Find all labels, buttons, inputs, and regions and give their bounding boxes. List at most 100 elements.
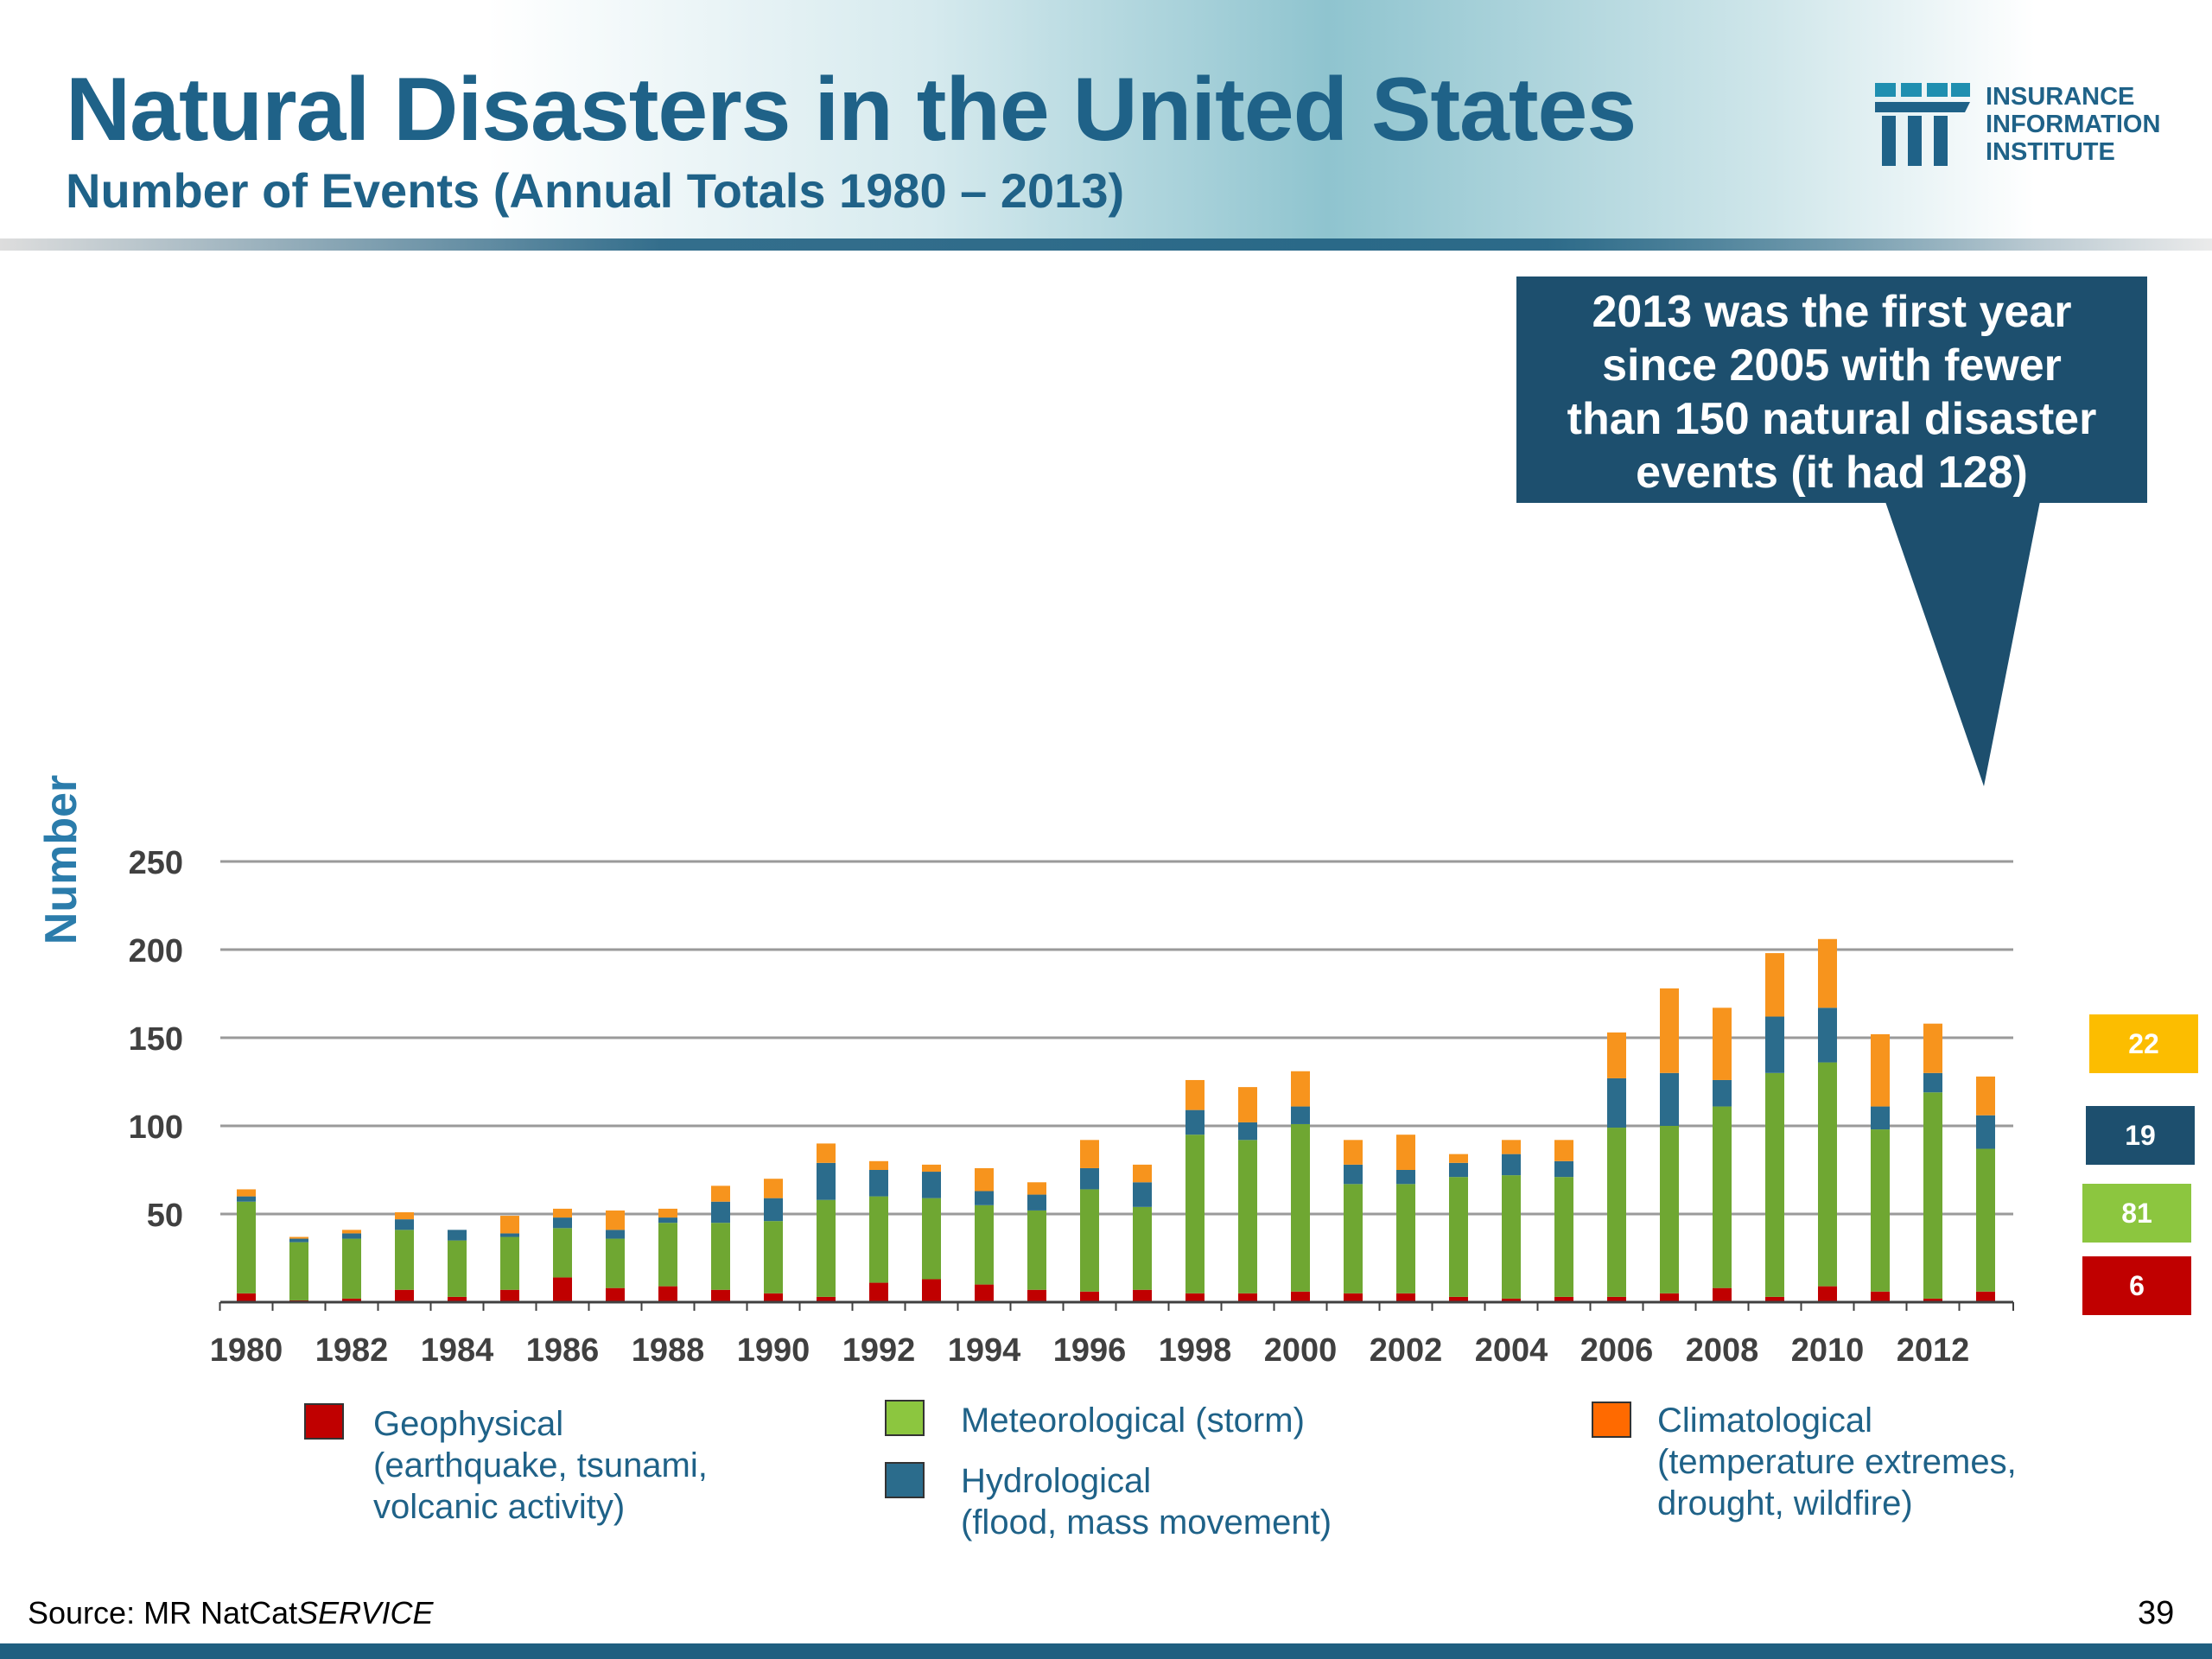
bar-segment	[1133, 1182, 1152, 1207]
bar-segment	[1449, 1296, 1468, 1302]
footer-bar	[0, 1643, 2212, 1659]
legend-label: Hydrological	[961, 1462, 1152, 1500]
x-tick-label: 2010	[1791, 1332, 1865, 1369]
bar-segment	[922, 1164, 941, 1173]
y-tick-label: 250	[129, 845, 183, 881]
bar-segment	[1607, 1032, 1626, 1078]
bar-segment	[1344, 1140, 1363, 1165]
bar-segment	[975, 1284, 994, 1302]
bar-segment	[975, 1205, 994, 1285]
bar-segment	[1923, 1092, 1942, 1299]
iii-logo-text: INSURANCE INFORMATION INSTITUTE	[1986, 83, 2160, 166]
bar-segment	[448, 1230, 467, 1241]
bar-segment	[500, 1289, 519, 1302]
bar-segment	[1027, 1182, 1046, 1195]
y-tick-label: 150	[129, 1021, 183, 1058]
bar-segment	[817, 1296, 836, 1302]
bar-segment	[869, 1196, 888, 1283]
legend-label: Geophysical	[373, 1405, 564, 1443]
x-tick-label: 2008	[1686, 1332, 1759, 1369]
bar-segment	[1713, 1287, 1732, 1302]
bar-segment	[1133, 1164, 1152, 1183]
bar-segment	[1871, 1106, 1890, 1130]
bar-segment	[869, 1170, 888, 1197]
header-divider	[0, 238, 2212, 251]
bar-segment	[1660, 1293, 1679, 1302]
bar-segment	[1133, 1206, 1152, 1290]
x-tick-label: 2000	[1264, 1332, 1338, 1369]
bar-segment	[1923, 1072, 1942, 1093]
bar-segment	[606, 1210, 625, 1230]
stacked-bar-chart: 50 100 150 200 250 1980 1982 1984 1986 1988 1990 19…	[36, 775, 2014, 1369]
legend-swatch-hydrological	[885, 1462, 925, 1498]
bar-segment	[1660, 1072, 1679, 1126]
bar-segment	[1554, 1296, 1573, 1302]
bar-segment	[342, 1230, 361, 1234]
legend-item-hydrological: Hydrological (flood, mass movement)	[961, 1460, 1332, 1543]
bar-segment	[658, 1217, 677, 1224]
bar-segment	[237, 1189, 256, 1197]
bar-segment	[1185, 1079, 1205, 1110]
bar-segment	[1923, 1298, 1942, 1302]
bar-segment	[342, 1238, 361, 1299]
bar-segment	[1344, 1164, 1363, 1185]
bar-segment	[1502, 1140, 1521, 1154]
x-tick-label: 1998	[1159, 1332, 1232, 1369]
bar-segment	[1396, 1135, 1415, 1170]
bar-segment	[869, 1282, 888, 1302]
bar-segment	[817, 1199, 836, 1297]
bar-segment	[1818, 1062, 1837, 1287]
bar-segment	[1818, 938, 1837, 1008]
legend-swatch-meteorological	[885, 1400, 925, 1436]
axes	[219, 1300, 2014, 1311]
bar-segment	[1238, 1087, 1257, 1122]
bar-segment	[764, 1293, 783, 1302]
x-tick-label: 1984	[421, 1332, 494, 1369]
bar-segment	[448, 1240, 467, 1297]
bar-segment	[1871, 1291, 1890, 1302]
bar-segment	[1554, 1177, 1573, 1297]
x-tick-label: 1996	[1053, 1332, 1127, 1369]
x-tick-label: 2006	[1580, 1332, 1654, 1369]
bar-segment	[1765, 1296, 1784, 1302]
x-tick-label: 1988	[632, 1332, 705, 1369]
bar-segment	[1976, 1115, 1995, 1149]
source-note: Source: MR NatCatSERVICE	[28, 1595, 434, 1631]
page-title: Natural Disasters in the United States	[66, 60, 1637, 160]
logo-line: INSTITUTE	[1986, 138, 2115, 166]
bar-segment	[606, 1230, 625, 1239]
bar-segment	[658, 1223, 677, 1287]
bar-segment	[1765, 953, 1784, 1017]
legend-detail: (earthquake, tsunami,	[373, 1446, 708, 1484]
bar-segment	[500, 1216, 519, 1234]
bar-segment	[1607, 1077, 1626, 1128]
bar-segment	[237, 1293, 256, 1302]
bar-segment	[237, 1201, 256, 1294]
badge-climatological: 22	[2089, 1014, 2198, 1073]
bars	[237, 938, 1995, 1302]
bar-segment	[1449, 1177, 1468, 1297]
bar-segment	[1554, 1160, 1573, 1178]
y-tick-label: 50	[147, 1198, 183, 1234]
x-tick-label: 1994	[948, 1332, 1021, 1369]
legend-detail: volcanic activity)	[373, 1488, 626, 1526]
bar-segment	[1344, 1293, 1363, 1302]
y-tick-label: 100	[129, 1109, 183, 1146]
bar-segment	[1818, 1286, 1837, 1302]
bar-segment	[1607, 1128, 1626, 1297]
bar-segment	[1080, 1189, 1099, 1292]
bar-segment	[764, 1198, 783, 1222]
bar-segment	[1396, 1293, 1415, 1302]
bar-segment	[975, 1191, 994, 1205]
bar-segment	[1976, 1291, 1995, 1302]
bar-segment	[606, 1287, 625, 1302]
bar-segment	[922, 1279, 941, 1302]
bar-segment	[1502, 1298, 1521, 1302]
bar-segment	[1291, 1123, 1310, 1292]
bar-segment	[1396, 1184, 1415, 1294]
legend-item-meteorological: Meteorological (storm)	[961, 1400, 1305, 1441]
header-band	[0, 0, 2212, 251]
bar-segment	[289, 1242, 308, 1300]
bar-segment	[711, 1201, 730, 1224]
